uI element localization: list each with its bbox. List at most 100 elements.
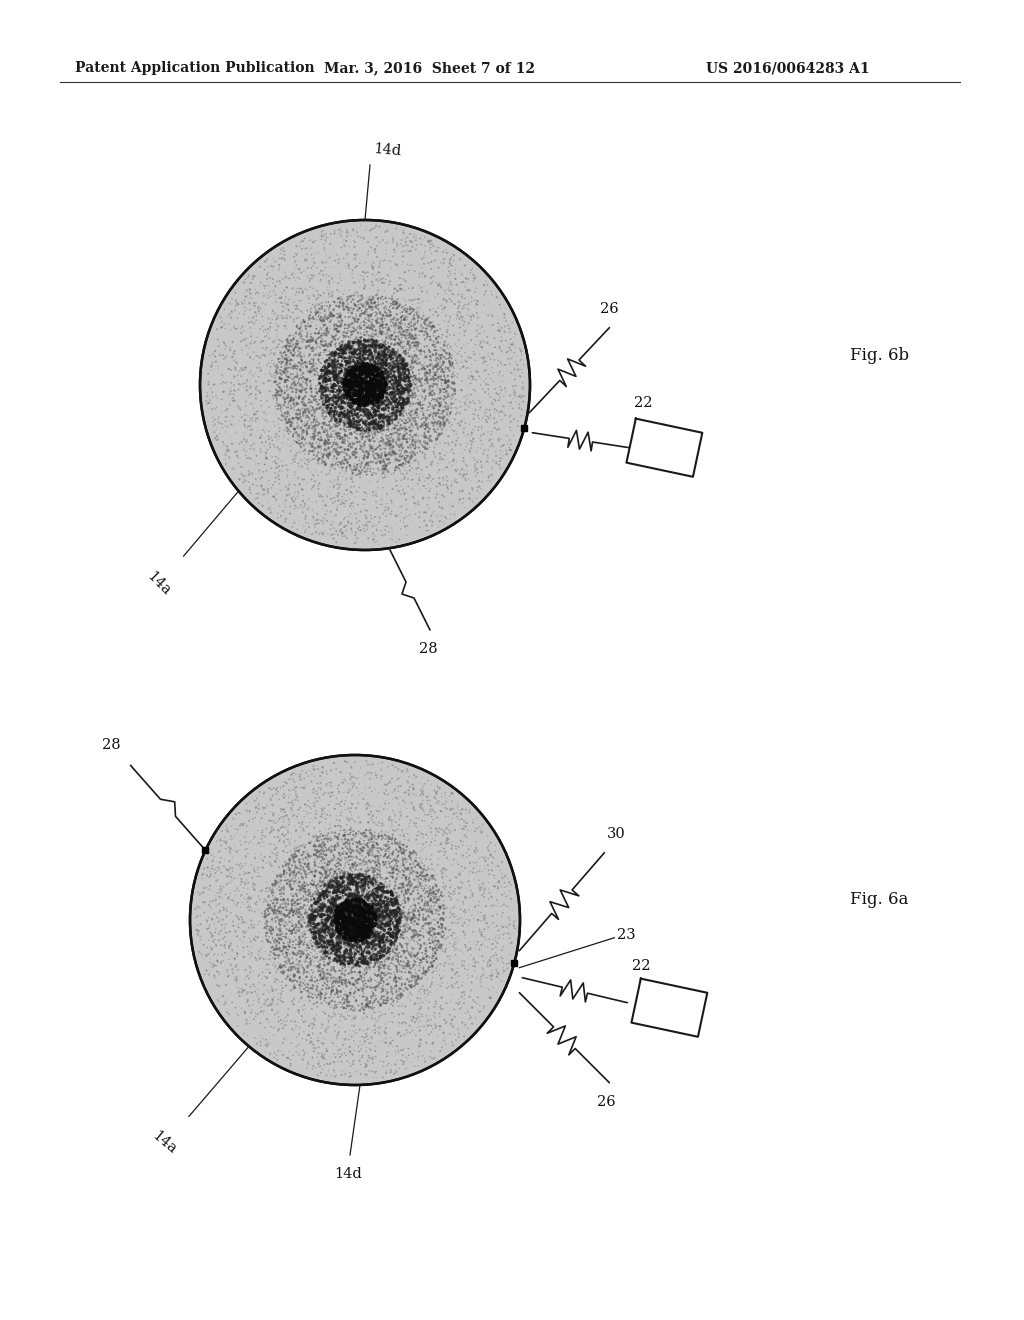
- Point: [291, 907, 307, 928]
- Point: [366, 412, 382, 433]
- Point: [389, 855, 406, 876]
- Point: [236, 422, 252, 444]
- Point: [323, 776, 339, 797]
- Point: [332, 950, 348, 972]
- Point: [358, 958, 375, 979]
- Point: [461, 313, 477, 334]
- Point: [364, 304, 380, 325]
- Point: [251, 781, 267, 803]
- Point: [278, 490, 294, 511]
- Point: [372, 453, 388, 474]
- Point: [345, 366, 361, 387]
- Point: [312, 896, 329, 917]
- Point: [353, 355, 370, 376]
- Point: [465, 921, 481, 942]
- Point: [300, 315, 316, 337]
- Point: [290, 388, 306, 409]
- Point: [374, 385, 390, 407]
- Point: [343, 920, 359, 941]
- Point: [361, 932, 378, 953]
- Point: [333, 981, 349, 1002]
- Point: [265, 874, 282, 895]
- Point: [238, 974, 254, 995]
- Point: [308, 875, 325, 896]
- Point: [355, 380, 372, 401]
- Point: [393, 840, 410, 861]
- Point: [414, 853, 430, 874]
- Point: [408, 321, 424, 342]
- Point: [242, 792, 258, 813]
- Point: [206, 416, 222, 437]
- Point: [446, 923, 463, 944]
- Point: [426, 935, 442, 956]
- Point: [280, 305, 296, 326]
- Point: [308, 979, 325, 1001]
- Point: [426, 997, 442, 1018]
- Point: [424, 805, 440, 826]
- Point: [358, 388, 375, 409]
- Point: [400, 784, 417, 805]
- Point: [355, 851, 372, 873]
- Point: [402, 385, 419, 407]
- Point: [359, 994, 376, 1015]
- Point: [339, 372, 355, 393]
- Point: [375, 355, 391, 376]
- Point: [464, 851, 480, 873]
- Point: [383, 894, 399, 915]
- Point: [330, 296, 346, 317]
- Point: [451, 301, 467, 322]
- Point: [484, 433, 501, 454]
- Point: [331, 883, 347, 904]
- Point: [351, 374, 368, 395]
- Point: [295, 850, 311, 871]
- Point: [322, 341, 338, 362]
- Point: [292, 902, 308, 923]
- Point: [336, 232, 352, 253]
- Point: [385, 342, 401, 363]
- Point: [346, 393, 362, 414]
- Point: [381, 413, 397, 434]
- Point: [364, 915, 380, 936]
- Point: [376, 397, 392, 418]
- Point: [365, 380, 381, 401]
- Point: [360, 891, 377, 912]
- Point: [355, 982, 372, 1003]
- Point: [331, 858, 347, 879]
- Point: [304, 308, 321, 329]
- Point: [220, 305, 237, 326]
- Point: [348, 339, 365, 360]
- Point: [262, 267, 279, 288]
- Point: [361, 909, 378, 931]
- Point: [278, 957, 294, 978]
- Point: [326, 528, 342, 549]
- Point: [308, 333, 325, 354]
- Point: [374, 902, 390, 923]
- Point: [334, 401, 350, 422]
- Point: [403, 970, 420, 991]
- Point: [470, 952, 486, 973]
- Point: [353, 395, 370, 416]
- Point: [324, 977, 340, 998]
- Point: [402, 240, 419, 261]
- Point: [388, 375, 404, 396]
- Point: [259, 268, 275, 289]
- Point: [346, 368, 362, 389]
- Point: [284, 389, 300, 411]
- Point: [360, 1032, 377, 1053]
- Point: [415, 417, 431, 438]
- Point: [380, 937, 396, 958]
- Point: [350, 917, 367, 939]
- Point: [483, 343, 500, 364]
- Point: [414, 873, 430, 894]
- Point: [413, 957, 429, 978]
- Point: [391, 907, 408, 928]
- Point: [384, 900, 400, 921]
- Point: [305, 359, 322, 380]
- Point: [341, 408, 357, 429]
- Point: [435, 416, 452, 437]
- Point: [373, 414, 389, 436]
- Point: [310, 931, 327, 952]
- Point: [270, 898, 287, 919]
- Point: [351, 866, 368, 887]
- Point: [367, 387, 383, 408]
